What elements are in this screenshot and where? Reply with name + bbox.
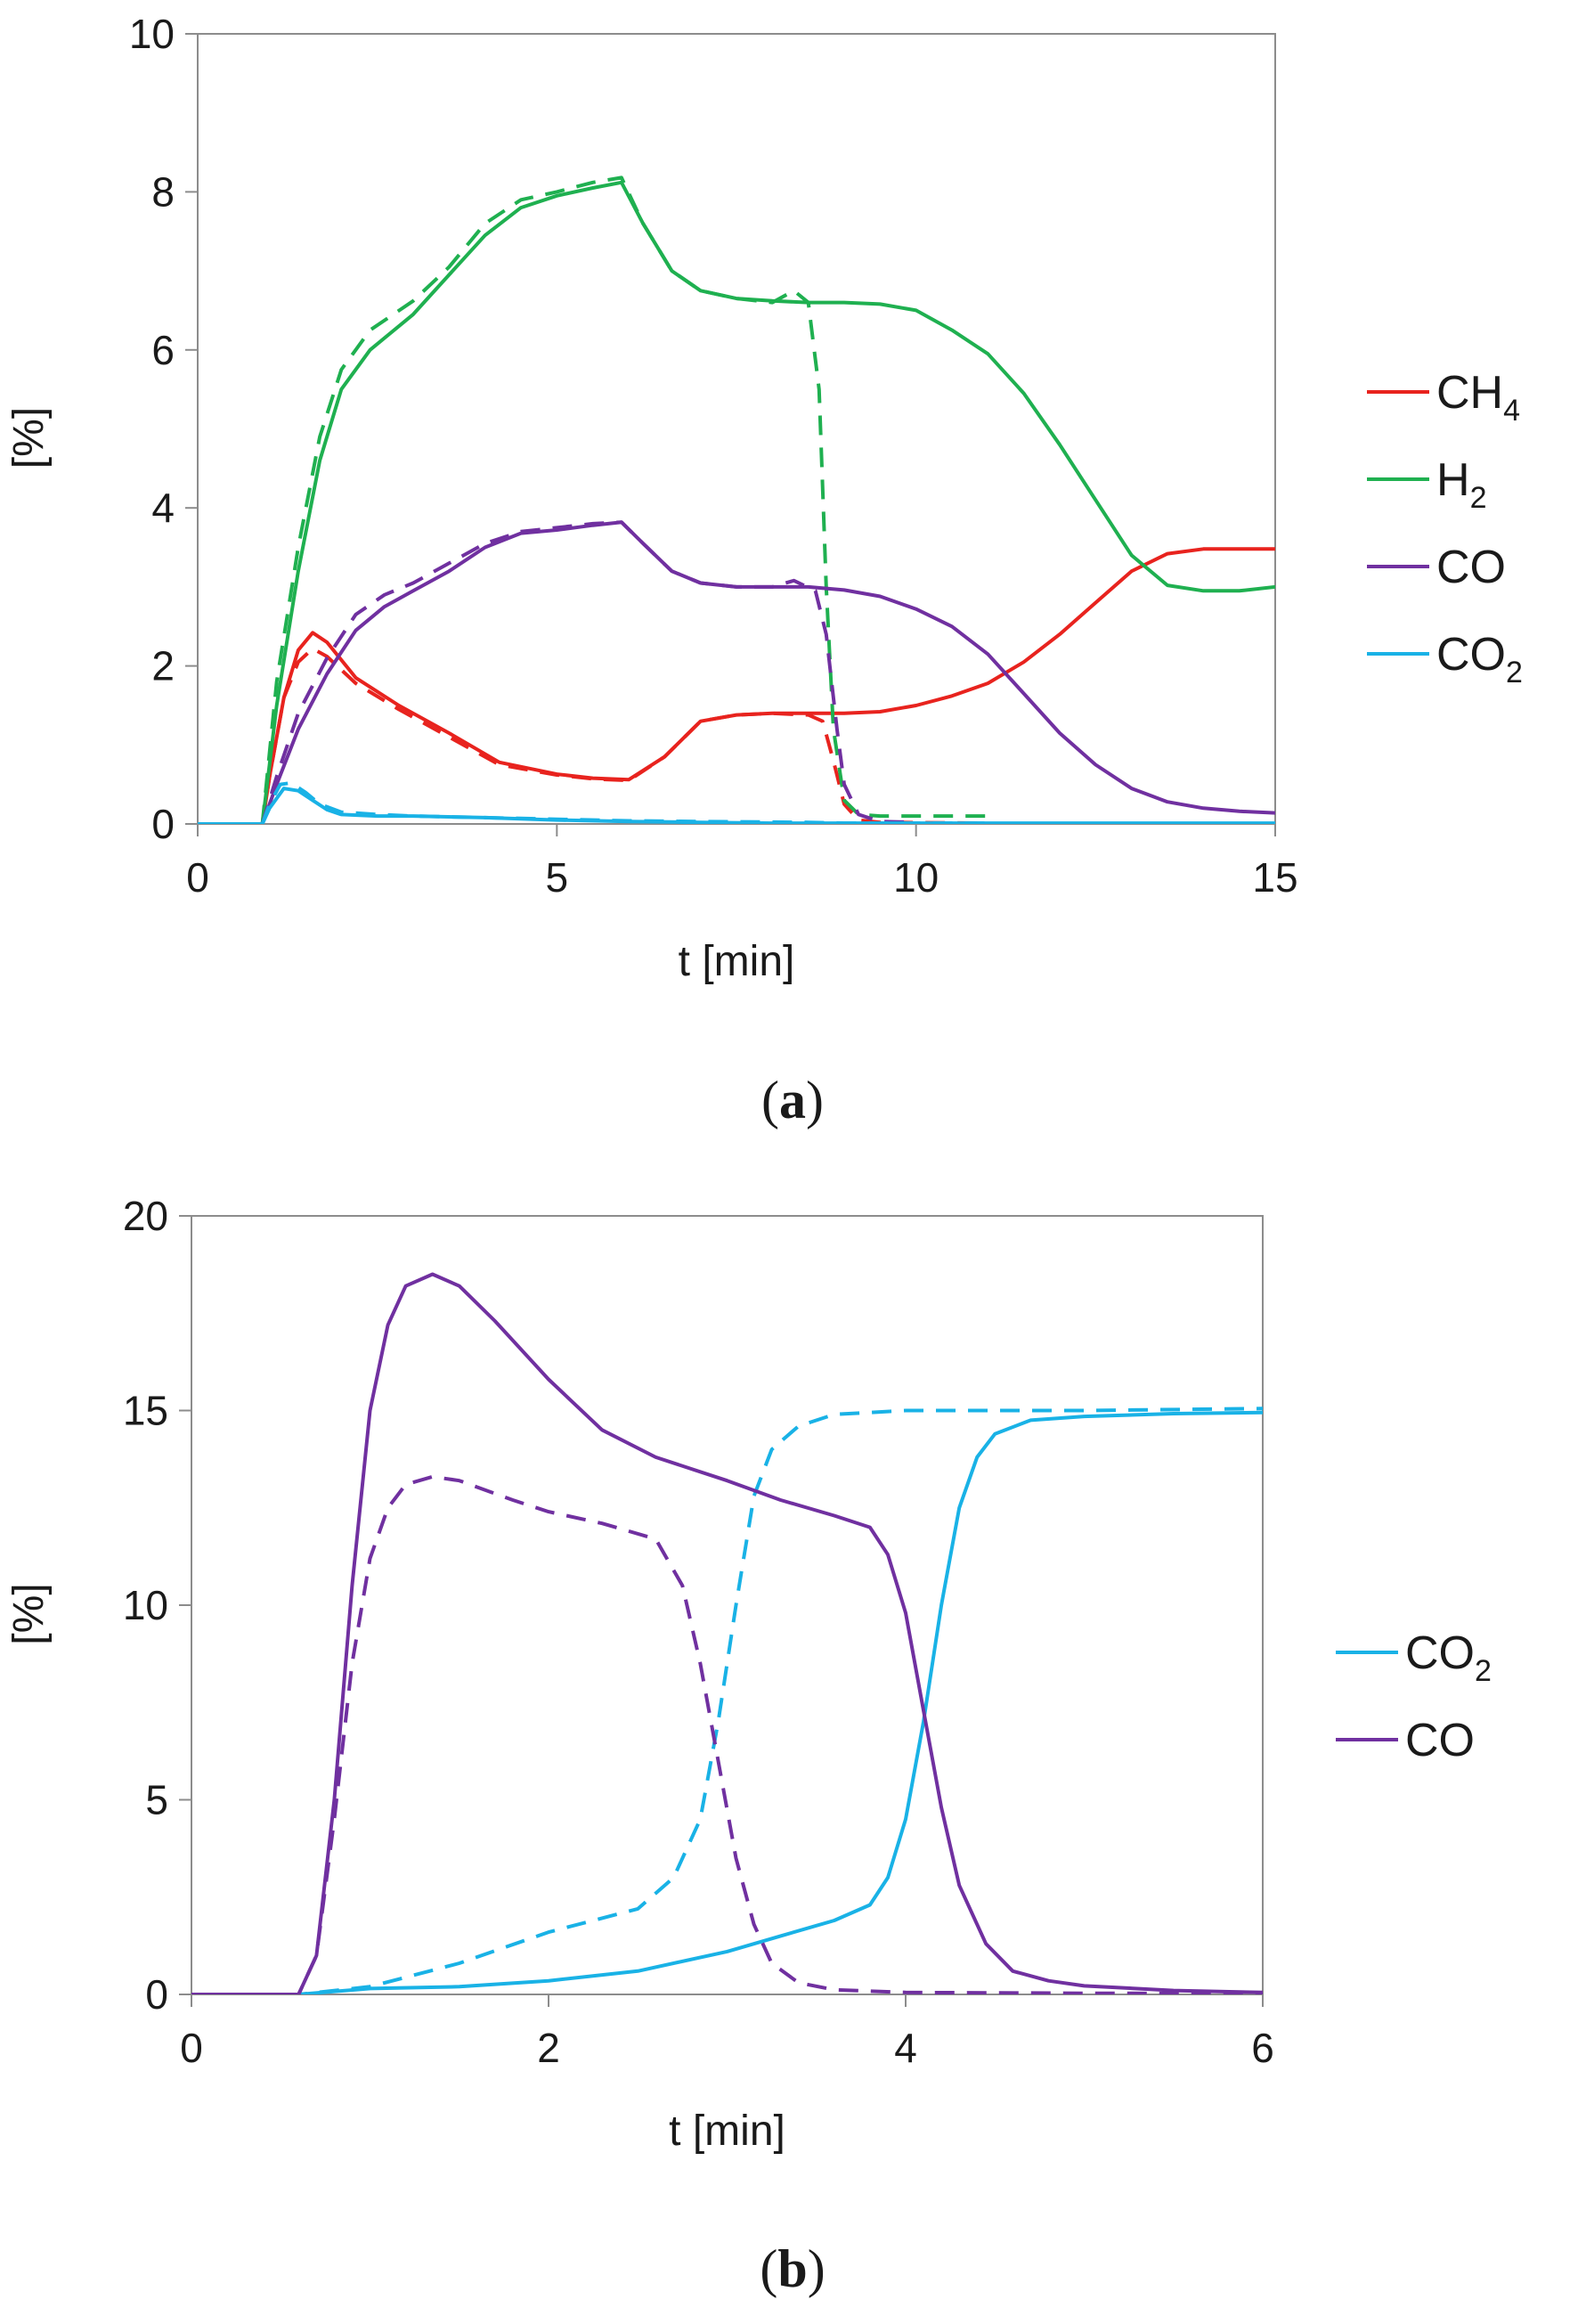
legend-label-base: H bbox=[1436, 454, 1470, 506]
x-tick-label: 0 bbox=[186, 854, 209, 901]
x-axis-title: t [min] bbox=[669, 2108, 785, 2155]
legend-label-base: CO bbox=[1405, 1715, 1475, 1766]
y-axis-title: [%] bbox=[5, 1583, 53, 1644]
legend-label-subscript: 2 bbox=[1470, 481, 1487, 515]
x-tick-label: 4 bbox=[894, 2025, 917, 2071]
y-tick-label: 15 bbox=[123, 1388, 168, 1434]
panel-label-close: ) bbox=[806, 1071, 824, 1129]
series-co2-solid bbox=[198, 787, 1275, 824]
legend-item: CO bbox=[1367, 542, 1506, 593]
y-tick-label: 4 bbox=[151, 485, 175, 531]
legend-item: H2 bbox=[1367, 454, 1486, 515]
legend-label-subscript: 2 bbox=[1475, 1654, 1492, 1688]
series-co-solid bbox=[191, 1272, 1263, 1994]
legend-item: CO bbox=[1336, 1715, 1475, 1766]
x-tick-label: 5 bbox=[546, 854, 569, 901]
legend-item: CH4 bbox=[1367, 367, 1520, 428]
series-ch4-dashed bbox=[198, 647, 988, 824]
series-ch4-solid bbox=[198, 547, 1275, 824]
series-co2-dashed bbox=[191, 1407, 1263, 1994]
y-tick-label: 0 bbox=[145, 1971, 168, 2018]
x-tick-label: 6 bbox=[1251, 2025, 1274, 2071]
y-tick-label: 10 bbox=[123, 1582, 168, 1628]
y-tick-label: 5 bbox=[145, 1777, 168, 1823]
y-axis-title: [%] bbox=[5, 407, 53, 469]
panel-label-letter: b bbox=[777, 2239, 807, 2298]
series-h2-dashed bbox=[198, 175, 988, 824]
legend-label-base: CO bbox=[1436, 542, 1506, 593]
x-tick-label: 10 bbox=[893, 854, 939, 901]
legend-label-base: CO bbox=[1436, 629, 1506, 681]
series-co2-dashed bbox=[198, 780, 988, 824]
legend-label-subscript: 4 bbox=[1503, 394, 1520, 428]
panel-label-letter: a bbox=[779, 1071, 806, 1129]
x-tick-label: 0 bbox=[180, 2025, 203, 2071]
legend-item: CO2 bbox=[1336, 1627, 1492, 1688]
series-h2-solid bbox=[198, 180, 1275, 824]
series-co-solid bbox=[198, 520, 1275, 824]
x-axis-title: t [min] bbox=[679, 938, 795, 985]
series-co2-solid bbox=[191, 1410, 1263, 1994]
legend-label: CH4 bbox=[1436, 367, 1520, 428]
panel-label-open: ( bbox=[760, 2239, 777, 2298]
x-tick-label: 2 bbox=[537, 2025, 560, 2071]
panel-label-close: ) bbox=[808, 2239, 826, 2298]
series-co-dashed bbox=[198, 520, 916, 824]
legend-label: CO2 bbox=[1436, 629, 1523, 689]
legend-label: CO2 bbox=[1405, 1627, 1492, 1688]
plot-frame bbox=[197, 33, 1276, 825]
y-tick-label: 2 bbox=[151, 643, 175, 689]
panel-label: (b) bbox=[760, 2239, 825, 2298]
y-tick-label: 20 bbox=[123, 1193, 168, 1239]
legend-label-base: CO bbox=[1405, 1627, 1475, 1679]
legend-label: H2 bbox=[1436, 454, 1486, 515]
x-tick-label: 15 bbox=[1252, 854, 1297, 901]
y-tick-label: 0 bbox=[151, 801, 175, 847]
y-tick-label: 6 bbox=[151, 327, 175, 373]
legend-label: CO bbox=[1405, 1715, 1475, 1766]
panel-label: (a) bbox=[761, 1071, 824, 1129]
legend-label: CO bbox=[1436, 542, 1506, 593]
series-co-dashed bbox=[191, 1474, 1263, 1994]
legend-item: CO2 bbox=[1367, 629, 1523, 689]
y-tick-label: 10 bbox=[129, 11, 175, 57]
legend-label-subscript: 2 bbox=[1506, 656, 1523, 689]
legend-label-base: CH bbox=[1436, 367, 1503, 419]
panel-label-open: ( bbox=[761, 1071, 779, 1129]
y-tick-label: 8 bbox=[151, 168, 175, 215]
